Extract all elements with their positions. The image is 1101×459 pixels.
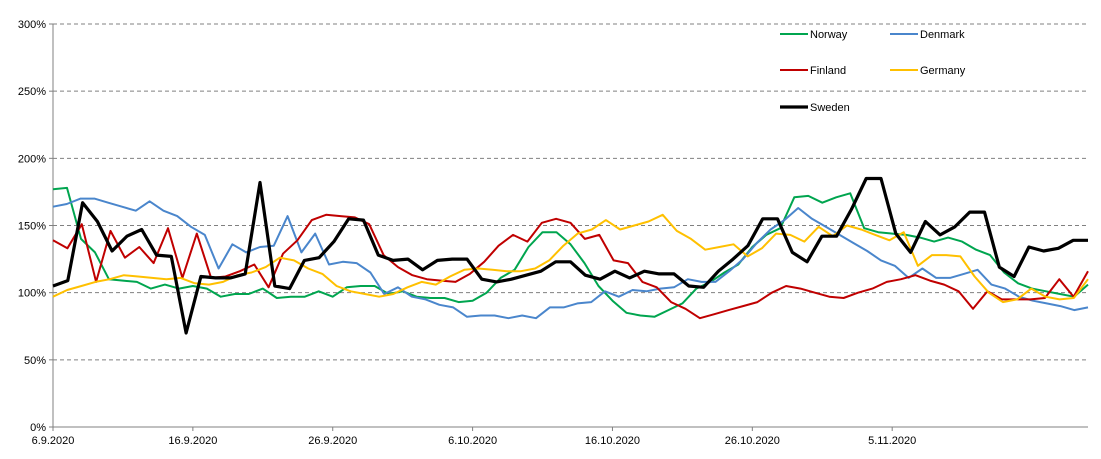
y-tick-label: 300% bbox=[18, 19, 46, 31]
y-tick-label: 0% bbox=[30, 422, 46, 434]
y-tick-label: 250% bbox=[18, 86, 46, 98]
legend-label: Norway bbox=[810, 29, 848, 41]
x-tick-label: 26.9.2020 bbox=[308, 435, 357, 447]
axes: 0% 50% 100% 150% 200% 250% 300% 6.9.2020 16.9.20… bbox=[18, 19, 1088, 447]
y-tick-label: 50% bbox=[24, 355, 46, 367]
x-tick-label: 6.9.2020 bbox=[32, 435, 75, 447]
grid-lines bbox=[53, 23, 1088, 361]
legend-entry-norway: Norway bbox=[780, 29, 848, 41]
series-line-germany bbox=[52, 213, 1089, 304]
legend-label: Sweden bbox=[810, 102, 850, 114]
x-tick-label: 26.10.2020 bbox=[725, 435, 780, 447]
legend-entry-sweden: Sweden bbox=[780, 102, 850, 114]
x-tick-label: 16.9.2020 bbox=[168, 435, 217, 447]
y-tick-label: 100% bbox=[18, 288, 46, 300]
y-tick-label: 150% bbox=[18, 221, 46, 233]
legend-entry-denmark: Denmark bbox=[890, 29, 965, 41]
series-line-sweden bbox=[52, 176, 1088, 335]
series-line-norway bbox=[52, 186, 1089, 318]
x-tick-label: 5.11.2020 bbox=[868, 435, 916, 447]
legend-label: Finland bbox=[810, 65, 846, 77]
legend-label: Germany bbox=[920, 65, 966, 77]
series-lines bbox=[52, 176, 1089, 335]
x-tick-label: 16.10.2020 bbox=[585, 435, 640, 447]
legend-entry-finland: Finland bbox=[780, 65, 846, 77]
legend: Norway Denmark Finland Germany Sweden bbox=[780, 29, 966, 114]
y-tick-label: 200% bbox=[18, 153, 46, 165]
x-tick-label: 6.10.2020 bbox=[448, 435, 497, 447]
legend-entry-germany: Germany bbox=[890, 65, 966, 77]
legend-label: Denmark bbox=[920, 29, 965, 41]
series-line-denmark bbox=[52, 197, 1089, 320]
